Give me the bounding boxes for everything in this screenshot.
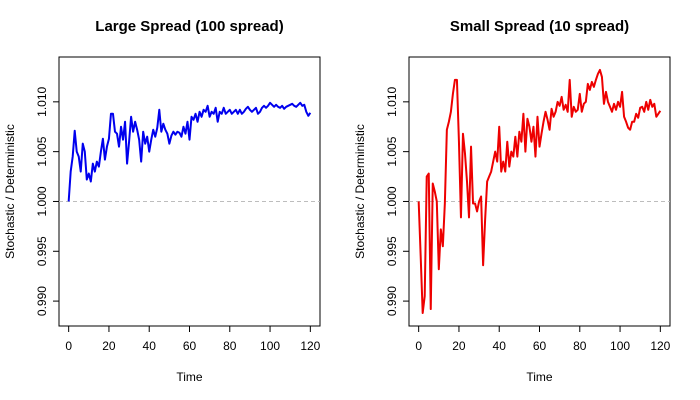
series-line: [67, 101, 312, 202]
y-axis-label: Stochastic / Deterministic: [353, 124, 367, 259]
chart-title: Small Spread (10 spread): [450, 18, 629, 35]
y-tick-label: 0.990: [385, 286, 399, 316]
x-tick-label: 120: [650, 339, 670, 353]
plot-frame: [408, 56, 671, 327]
y-axis-label: Stochastic / Deterministic: [3, 124, 17, 259]
x-tick-label: 60: [183, 339, 197, 353]
x-tick-label: 80: [223, 339, 237, 353]
x-tick-label: 0: [65, 339, 72, 353]
y-tick-label: 1.000: [35, 186, 49, 216]
x-tick-label: 40: [143, 339, 157, 353]
series-line: [417, 68, 662, 315]
chart-title: Large Spread (100 spread): [95, 18, 283, 35]
x-axis-label: Time: [526, 370, 553, 384]
plot-frame: [58, 56, 321, 327]
chart-panel-2: Small Spread (10 spread) 0 20 40 60 80 100 120 0…: [353, 18, 671, 384]
x-tick-label: 100: [260, 339, 280, 353]
y-tick-label: 1.005: [35, 136, 49, 166]
x-tick-label: 20: [452, 339, 466, 353]
x-tick-label: 20: [102, 339, 116, 353]
y-tick-label: 1.005: [385, 136, 399, 166]
y-tick-label: 1.000: [385, 186, 399, 216]
x-tick-label: 80: [573, 339, 587, 353]
x-tick-label: 100: [610, 339, 630, 353]
chart-panel-1: Large Spread (100 spread) 0 20 40 60 80 100 120…: [3, 18, 321, 384]
x-axis-label: Time: [176, 370, 203, 384]
x-tick-label: 40: [493, 339, 507, 353]
x-tick-label: 60: [533, 339, 547, 353]
y-tick-label: 1.010: [385, 86, 399, 116]
x-tick-label: 0: [415, 339, 422, 353]
y-tick-label: 1.010: [35, 86, 49, 116]
y-tick-label: 0.995: [385, 236, 399, 266]
y-tick-label: 0.990: [35, 286, 49, 316]
x-tick-label: 120: [300, 339, 320, 353]
y-tick-label: 0.995: [35, 236, 49, 266]
